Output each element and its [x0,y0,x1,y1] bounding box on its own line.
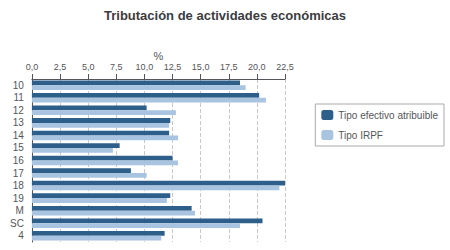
svg-text:20,0: 20,0 [248,62,266,72]
svg-text:7,5: 7,5 [110,62,123,72]
svg-text:12,5: 12,5 [164,62,182,72]
svg-text:19: 19 [13,193,25,204]
svg-text:10,0: 10,0 [136,62,154,72]
svg-text:4: 4 [18,230,24,241]
svg-text:22,5: 22,5 [276,62,294,72]
svg-text:Tipo IRPF: Tipo IRPF [338,130,383,141]
svg-text:M: M [16,205,24,216]
svg-text:SC: SC [10,218,24,229]
svg-text:12: 12 [13,105,25,116]
svg-text:11: 11 [14,92,25,103]
svg-text:18: 18 [13,180,25,191]
svg-text:5,0: 5,0 [82,62,95,72]
svg-text:10: 10 [13,80,25,91]
svg-text:16: 16 [13,155,25,166]
svg-text:17: 17 [13,168,25,179]
svg-text:13: 13 [13,117,25,128]
svg-text:0,0: 0,0 [26,62,39,72]
svg-text:17,5: 17,5 [220,62,238,72]
svg-text:15: 15 [13,142,25,153]
svg-text:%: % [154,50,164,62]
svg-text:Tributación de actividades eco: Tributación de actividades económicas [104,8,346,23]
svg-text:15,0: 15,0 [192,62,210,72]
svg-text:14: 14 [13,130,25,141]
svg-text:Tipo efectivo atribuible: Tipo efectivo atribuible [338,110,438,121]
svg-text:2,5: 2,5 [54,62,67,72]
